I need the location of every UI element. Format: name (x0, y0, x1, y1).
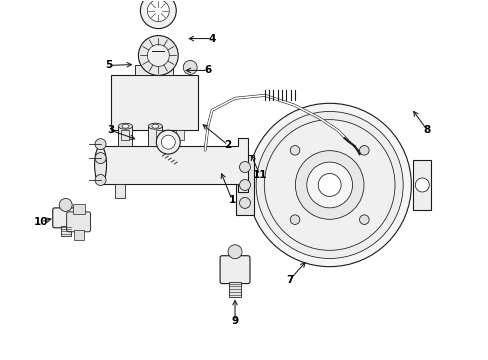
Circle shape (290, 215, 299, 224)
Circle shape (295, 151, 363, 219)
Ellipse shape (152, 124, 159, 128)
Circle shape (414, 178, 428, 192)
Text: 9: 9 (231, 316, 238, 327)
Circle shape (95, 153, 106, 163)
Circle shape (95, 139, 106, 150)
Text: 5: 5 (105, 60, 112, 71)
Circle shape (227, 245, 242, 259)
Circle shape (59, 198, 72, 211)
Bar (73, 204, 84, 214)
Bar (118, 126, 132, 146)
FancyBboxPatch shape (220, 256, 249, 284)
Circle shape (239, 180, 250, 190)
Circle shape (359, 145, 368, 155)
FancyBboxPatch shape (110, 75, 198, 130)
Ellipse shape (94, 146, 106, 184)
Text: 11: 11 (252, 170, 266, 180)
FancyBboxPatch shape (53, 208, 79, 228)
Circle shape (256, 112, 403, 258)
Bar (74, 230, 83, 240)
Text: 3: 3 (107, 125, 114, 135)
Circle shape (138, 36, 178, 75)
Circle shape (239, 197, 250, 208)
Bar (176, 130, 184, 140)
Bar (236, 155, 253, 215)
Ellipse shape (122, 124, 129, 128)
Circle shape (306, 162, 352, 208)
Text: 10: 10 (34, 217, 48, 227)
Text: 2: 2 (224, 140, 231, 150)
Circle shape (318, 174, 341, 197)
Circle shape (264, 120, 394, 250)
Circle shape (359, 215, 368, 224)
Text: 6: 6 (204, 66, 211, 76)
FancyBboxPatch shape (66, 212, 90, 232)
Circle shape (147, 0, 169, 22)
Ellipse shape (118, 123, 132, 129)
Circle shape (95, 175, 106, 185)
Text: 8: 8 (423, 125, 430, 135)
Text: 1: 1 (228, 195, 235, 205)
Circle shape (156, 130, 180, 154)
Bar (412, 160, 430, 210)
Circle shape (239, 162, 250, 172)
Bar (61, 226, 71, 236)
Text: 7: 7 (285, 275, 293, 285)
Circle shape (140, 0, 176, 28)
Bar (115, 184, 125, 198)
Bar (121, 130, 129, 140)
Bar (228, 282, 241, 297)
Circle shape (290, 145, 299, 155)
Bar (148, 126, 162, 146)
Polygon shape (101, 138, 247, 192)
Circle shape (247, 103, 410, 267)
Bar (135, 66, 173, 75)
Text: 4: 4 (208, 33, 215, 44)
Circle shape (161, 135, 175, 149)
Bar (156, 130, 164, 140)
Circle shape (183, 60, 197, 75)
Circle shape (147, 45, 169, 67)
Ellipse shape (148, 123, 162, 129)
